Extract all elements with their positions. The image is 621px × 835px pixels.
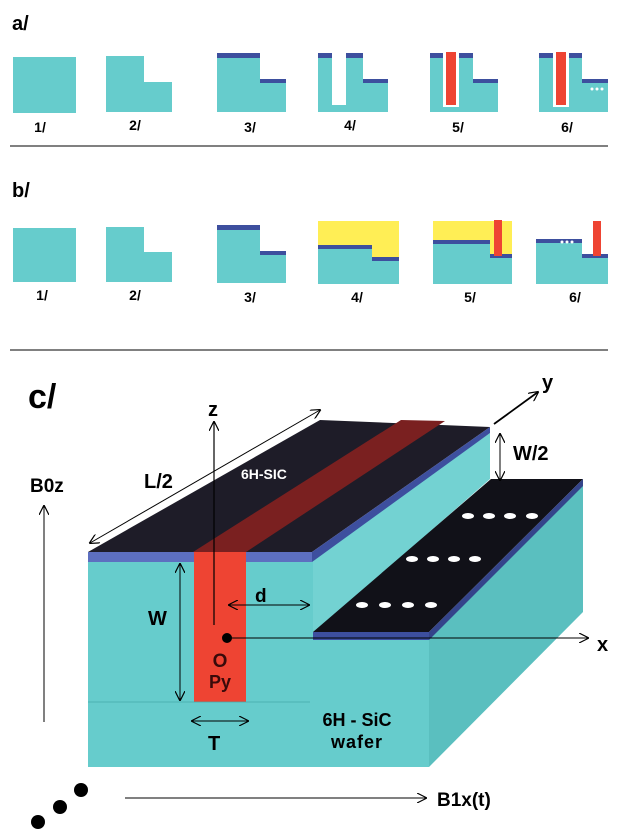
panel-b-step-5 bbox=[433, 220, 512, 284]
panel-a-step-6-label: 6/ bbox=[561, 119, 573, 135]
panel-b-step-3-label: 3/ bbox=[244, 289, 256, 305]
distance-label: d bbox=[255, 586, 267, 607]
thickness-label: T bbox=[208, 733, 220, 755]
lower-oxide-edge-side bbox=[429, 479, 583, 640]
origin-label: O bbox=[213, 651, 228, 672]
sic-top-label: 6H-SIC bbox=[241, 466, 287, 482]
dot-row-middle bbox=[406, 556, 481, 562]
lower-oxide-edge bbox=[313, 632, 429, 640]
panel-b: b/ bbox=[12, 180, 608, 305]
field-x-label: B1x(t) bbox=[437, 790, 491, 811]
half-width-label: W/2 bbox=[513, 443, 549, 465]
dot-row-top bbox=[462, 513, 538, 519]
panel-a-step-4 bbox=[318, 53, 388, 112]
y-axis bbox=[493, 392, 538, 425]
panel-b-label: b/ bbox=[12, 180, 30, 202]
panel-a-step-3 bbox=[217, 53, 286, 112]
panel-b-step-5-label: 5/ bbox=[464, 289, 476, 305]
block-right-face bbox=[429, 480, 583, 767]
panel-b-step-6-label: 6/ bbox=[569, 289, 581, 305]
panel-a-step-1-label: 1/ bbox=[34, 119, 46, 135]
panel-b-step-3 bbox=[217, 225, 286, 283]
panel-b-step-1 bbox=[13, 228, 76, 282]
step-riser-face bbox=[313, 433, 490, 634]
y-axis-label: y bbox=[542, 372, 554, 394]
panel-c: c/ bbox=[28, 372, 608, 829]
permalloy-cross-section bbox=[194, 552, 246, 702]
panel-b-step-6 bbox=[536, 221, 608, 284]
panel-a-step-5-label: 5/ bbox=[452, 119, 464, 135]
panel-b-step-2-label: 2/ bbox=[129, 287, 141, 303]
panel-b-step-1-label: 1/ bbox=[36, 287, 48, 303]
width-label: W bbox=[148, 608, 167, 630]
panel-a-step-6 bbox=[539, 52, 608, 112]
panel-a-step-4-label: 4/ bbox=[344, 117, 356, 133]
dot-row-bottom bbox=[356, 602, 437, 608]
panel-b-step-4 bbox=[318, 221, 399, 284]
x-axis-label: x bbox=[597, 634, 608, 656]
panel-b-step-4-label: 4/ bbox=[351, 289, 363, 305]
field-z-label: B0z bbox=[30, 476, 64, 497]
panel-a-step-5 bbox=[430, 52, 498, 112]
py-label: Py bbox=[209, 672, 231, 692]
ellipsis-dots bbox=[31, 783, 88, 829]
panel-a-step-1 bbox=[13, 57, 76, 113]
panel-a: a/ bbox=[12, 13, 608, 135]
panel-a-step-3-label: 3/ bbox=[244, 119, 256, 135]
panel-a-label: a/ bbox=[12, 13, 29, 35]
length-label: L/2 bbox=[144, 471, 173, 493]
wafer-label-line1: 6H - SiC bbox=[322, 710, 391, 730]
wafer-label-line2: wafer bbox=[330, 732, 383, 752]
panel-a-step-2 bbox=[106, 56, 172, 112]
lower-top-surface bbox=[313, 479, 583, 632]
panel-c-label: c/ bbox=[28, 378, 57, 416]
upper-oxide-edge-side bbox=[312, 427, 490, 562]
z-axis-label: z bbox=[208, 399, 218, 421]
panel-a-step-2-label: 2/ bbox=[129, 117, 141, 133]
length-dimension bbox=[90, 410, 320, 543]
panel-b-step-2 bbox=[106, 227, 172, 282]
